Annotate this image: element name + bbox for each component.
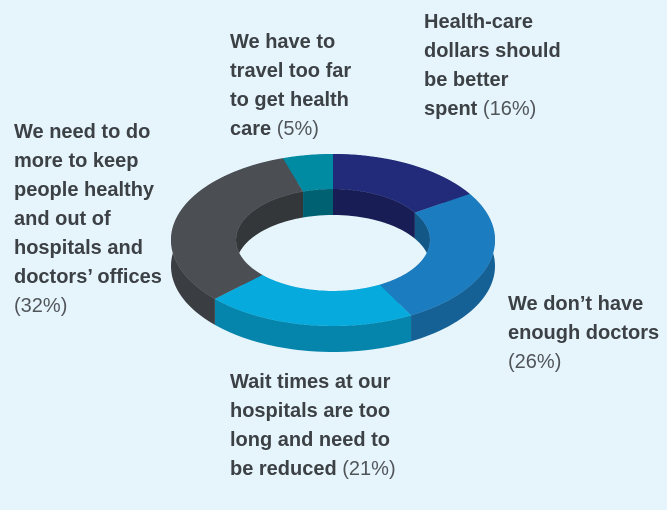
- category-label: We have to travel too far to get health …: [230, 31, 352, 140]
- value-label: (32%): [14, 295, 68, 317]
- slice-label: Wait times at our hospitals are too long…: [230, 368, 410, 484]
- slice-label: Health-care dollars should be better spe…: [424, 8, 564, 124]
- category-label: Wait times at our hospitals are too long…: [230, 371, 391, 480]
- category-label: We don’t have enough doctors: [508, 293, 660, 344]
- outer-wall: [214, 298, 412, 352]
- inner-wall: [333, 189, 415, 239]
- donut-slice: [333, 154, 470, 213]
- slice-label: We need to do more to keep people health…: [14, 118, 164, 321]
- value-label: (16%): [482, 98, 537, 120]
- inner-wall: [303, 189, 333, 218]
- category-label: We need to do more to keep people health…: [14, 121, 162, 288]
- value-label: (21%): [342, 458, 396, 480]
- value-label: (5%): [276, 118, 319, 140]
- slice-label: We don’t have enough doctors (26%): [508, 290, 663, 377]
- outer-wall: [411, 193, 495, 342]
- category-label: Health-care dollars should be better spe…: [424, 11, 561, 120]
- donut-slice: [214, 274, 412, 326]
- donut-slice: [171, 158, 304, 299]
- value-label: (26%): [508, 351, 562, 373]
- donut-slice: [282, 154, 333, 192]
- slice-label: We have to travel too far to get health …: [230, 28, 375, 144]
- donut-slice: [379, 193, 495, 316]
